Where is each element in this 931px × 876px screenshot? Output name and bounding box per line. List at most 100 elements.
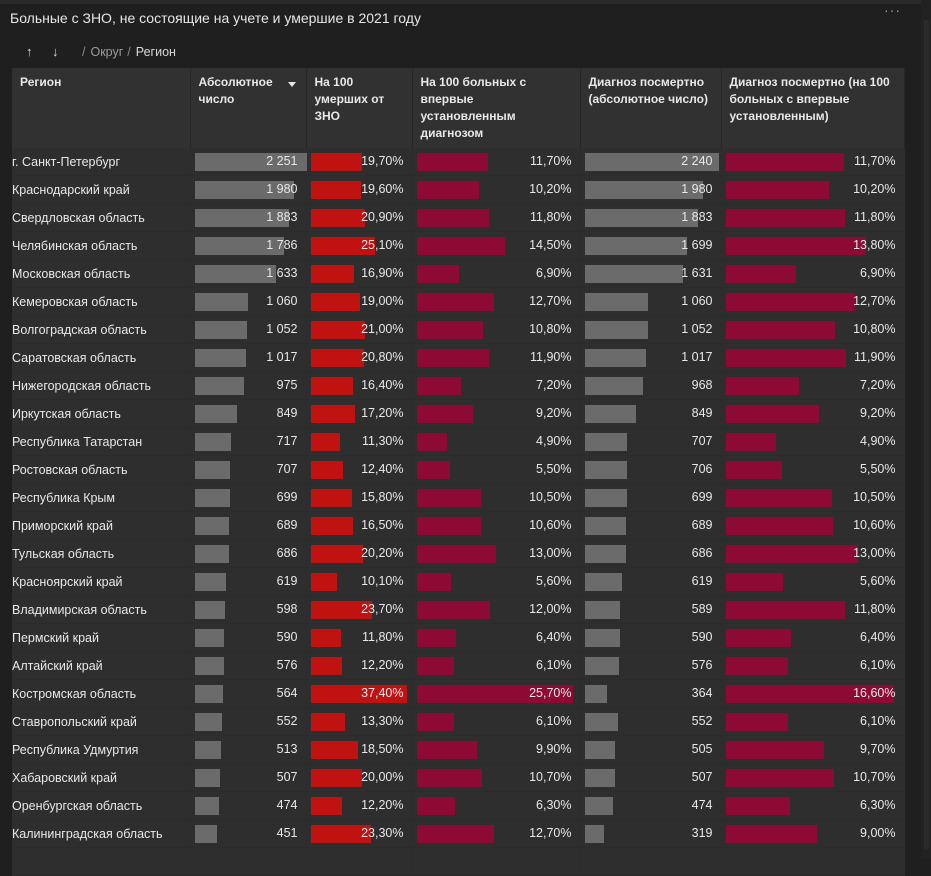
absolute-value: 513 [276, 742, 298, 756]
per100-new-value: 9,90% [536, 742, 572, 756]
cell-posthumous-abs: 706 [580, 455, 722, 484]
posthumous-per100-value: 6,10% [860, 658, 896, 672]
posthumous-abs-value: 1 980 [681, 182, 713, 196]
absolute-bar [194, 657, 224, 675]
absolute-bar [194, 433, 231, 451]
cell-region: Волгоградская область [12, 315, 191, 344]
cell-posthumous-per100: 4,90% [721, 427, 905, 456]
table-row[interactable]: Приморский край 689 16,50% 10,60% 689 10,60% [12, 511, 905, 540]
cell-posthumous-per100: 6,10% [721, 651, 905, 680]
table-row[interactable]: г. Санкт-Петербург 2 251 19,70% 11,70% 2 240… [12, 148, 905, 176]
posthumous-abs-bar [584, 349, 646, 367]
table-row[interactable]: Ставропольский край 552 13,30% 6,10% 552 6,10… [12, 707, 905, 736]
drill-up-arrow-icon[interactable]: ↑ [26, 44, 33, 59]
table-row[interactable]: Кемеровская область 1 060 19,00% 12,70% 1 06… [12, 287, 905, 316]
cell-per100-new: 5,50% [412, 455, 581, 484]
column-header-per100-new[interactable]: На 100 больных с впервые установленным д… [412, 68, 581, 148]
table-row[interactable]: Владимирская область 598 23,70% 12,00% 589 11… [12, 595, 905, 624]
more-options-icon[interactable]: ··· [884, 2, 901, 18]
cell-per100-new: 12,70% [412, 287, 581, 316]
scrollbar-track[interactable] [921, 0, 931, 858]
table-row[interactable]: Красноярский край 619 10,10% 5,60% 619 5,60% [12, 567, 905, 596]
table-row[interactable]: Московская область 1 633 16,90% 6,90% 1 631 6… [12, 259, 905, 288]
cell-region: Саратовская область [12, 343, 191, 372]
column-header-posthumous-abs[interactable]: Диагноз посмертно (абсолютное число) [580, 68, 722, 148]
sort-desc-icon[interactable] [287, 82, 296, 87]
table-row[interactable]: Челябинская область 1 786 25,10% 14,50% 1 69… [12, 231, 905, 260]
per100-new-value: 12,70% [529, 826, 572, 840]
table-row[interactable]: Свердловская область 1 883 20,90% 11,80% 1 8… [12, 203, 905, 232]
column-header-absolute[interactable]: Абсолютное число [190, 68, 307, 148]
table-row-partial [12, 847, 905, 876]
posthumous-per100-bar [725, 209, 845, 227]
column-header-region[interactable]: Регион [12, 68, 191, 148]
per100-deaths-value: 23,30% [361, 826, 404, 840]
posthumous-per100-value: 6,40% [860, 630, 896, 644]
table-row[interactable]: Костромская область 564 37,40% 25,70% 364 16,… [12, 679, 905, 708]
absolute-value: 689 [276, 518, 298, 532]
posthumous-per100-value: 6,30% [860, 798, 896, 812]
cell-posthumous-abs: 686 [580, 539, 722, 568]
table-row[interactable]: Оренбургская область 474 12,20% 6,30% 474 6,3… [12, 791, 905, 820]
posthumous-abs-value: 619 [691, 574, 713, 588]
cell-posthumous-per100: 11,70% [721, 148, 905, 176]
posthumous-per100-value: 10,60% [853, 518, 896, 532]
table-row[interactable]: Республика Крым 699 15,80% 10,50% 699 10,50% [12, 483, 905, 512]
per100-deaths-value: 12,40% [361, 462, 404, 476]
cell-per100-new: 10,60% [412, 511, 581, 540]
scrollbar-thumb[interactable] [924, 20, 929, 850]
per100-deaths-value: 20,00% [361, 770, 404, 784]
breadcrumb-region: Регион [135, 44, 176, 59]
table-row[interactable]: Саратовская область 1 017 20,80% 11,90% 1 01… [12, 343, 905, 372]
cell-posthumous-abs: 364 [580, 679, 722, 708]
table-row[interactable]: Республика Татарстан 717 11,30% 4,90% 707 4,9… [12, 427, 905, 456]
table-row[interactable]: Волгоградская область 1 052 21,00% 10,80% 1 … [12, 315, 905, 344]
cell-posthumous-per100: 13,00% [721, 539, 905, 568]
cell-posthumous-per100: 6,30% [721, 791, 905, 820]
posthumous-abs-bar [584, 573, 622, 591]
cell-posthumous-abs: 689 [580, 511, 722, 540]
posthumous-per100-value: 5,50% [860, 462, 896, 476]
per100-deaths-value: 16,90% [361, 266, 404, 280]
column-header-per100-deaths[interactable]: На 100 умерших от ЗНО [306, 68, 413, 148]
cell-per100-deaths: 25,10% [306, 231, 413, 260]
table-row[interactable]: Нижегородская область 975 16,40% 7,20% 968 7,… [12, 371, 905, 400]
table-row[interactable]: Иркутская область 849 17,20% 9,20% 849 9,20% [12, 399, 905, 428]
posthumous-per100-bar [725, 685, 894, 703]
table-row[interactable]: Хабаровский край 507 20,00% 10,70% 507 10,70% [12, 763, 905, 792]
absolute-bar [194, 797, 219, 815]
table-row[interactable]: Калининградская область 451 23,30% 12,70% 31… [12, 819, 905, 848]
per100-new-bar [416, 153, 488, 171]
absolute-bar [194, 741, 221, 759]
table-row[interactable]: Ростовская область 707 12,40% 5,50% 706 5,50% [12, 455, 905, 484]
table-row[interactable]: Тульская область 686 20,20% 13,00% 686 13,00% [12, 539, 905, 568]
per100-deaths-bar [310, 321, 365, 339]
drill-down-arrow-icon[interactable]: ↓ [52, 44, 59, 59]
table-body: г. Санкт-Петербург 2 251 19,70% 11,70% 2 240… [12, 148, 905, 876]
posthumous-per100-value: 12,70% [853, 294, 896, 308]
posthumous-per100-bar [725, 405, 819, 423]
table-row[interactable]: Алтайский край 576 12,20% 6,10% 576 6,10% [12, 651, 905, 680]
per100-deaths-bar [310, 293, 360, 311]
per100-new-value: 10,50% [529, 490, 572, 504]
per100-new-bar [416, 713, 454, 731]
per100-deaths-bar [310, 825, 371, 843]
cell-per100-new: 10,20% [412, 175, 581, 204]
absolute-value: 1 633 [266, 266, 298, 280]
table-row[interactable]: Пермский край 590 11,80% 6,40% 590 6,40% [12, 623, 905, 652]
absolute-value: 1 060 [266, 294, 298, 308]
cell-region: Хабаровский край [12, 763, 191, 792]
posthumous-abs-value: 1 060 [681, 294, 713, 308]
cell-region: г. Санкт-Петербург [12, 148, 191, 176]
per100-deaths-bar [310, 265, 354, 283]
column-header-posthumous-per100[interactable]: Диагноз посмертно (на 100 больных с впер… [721, 68, 905, 148]
table-row[interactable]: Республика Удмуртия 513 18,50% 9,90% 505 9,70… [12, 735, 905, 764]
per100-deaths-value: 16,40% [361, 378, 404, 392]
cell-region: Приморский край [12, 511, 191, 540]
per100-new-value: 25,70% [529, 686, 572, 700]
table-row[interactable]: Краснодарский край 1 980 19,60% 10,20% 1 980… [12, 175, 905, 204]
cell-posthumous-abs: 699 [580, 483, 722, 512]
posthumous-abs-value: 968 [691, 378, 713, 392]
breadcrumb-okrug[interactable]: Округ [90, 44, 124, 59]
cell-posthumous-abs: 1 052 [580, 315, 722, 344]
